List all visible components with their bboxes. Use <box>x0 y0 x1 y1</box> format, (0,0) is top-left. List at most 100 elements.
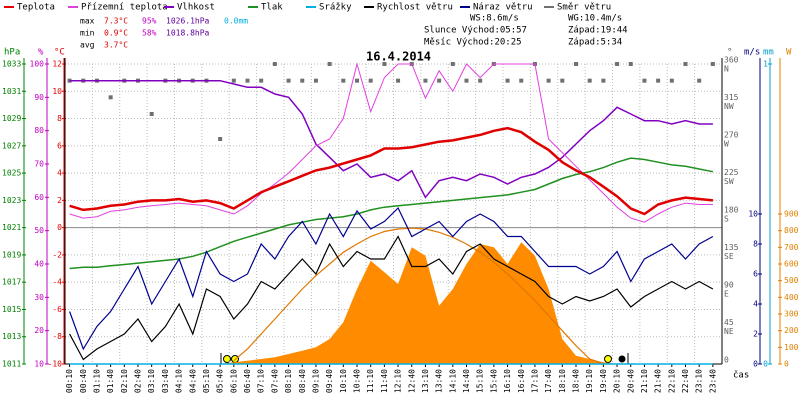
compass-label: SW <box>724 177 734 186</box>
stat-pressure: 1026.1hPa <box>166 17 210 26</box>
y-tick-label: 10 <box>52 87 62 96</box>
y-tick-label: 100 <box>784 343 799 352</box>
compass-label: NE <box>724 327 734 336</box>
y-tick-label: 600 <box>784 260 799 269</box>
y-tick-label: 20 <box>34 326 44 335</box>
info-moonrise: Měsíc Východ:20:25 <box>424 38 522 48</box>
x-tick-label: 20:10 <box>613 369 622 393</box>
y-tick-label: 1017 <box>2 278 21 287</box>
direction-mark <box>464 78 469 83</box>
stat-pressure: 1018.8hPa <box>166 29 210 38</box>
direction-mark <box>560 78 565 83</box>
y-tick-label: 0 <box>763 360 768 369</box>
legend-label: Směr větru <box>557 3 611 13</box>
info-sunrise: Slunce Východ:05:57 <box>424 26 527 36</box>
direction-mark <box>272 62 277 66</box>
series-line <box>69 79 713 199</box>
y-tick-label: 300 <box>784 310 799 319</box>
y-tick-label: 315 <box>724 93 739 102</box>
direction-mark <box>149 112 154 116</box>
direction-mark <box>628 62 633 66</box>
direction-mark <box>642 78 647 83</box>
chart-title: 16.4.2014 <box>366 50 431 64</box>
axis-header: hPa <box>4 48 20 58</box>
y-tick-label: 1029 <box>2 114 21 123</box>
y-tick-label: -8 <box>52 332 62 341</box>
y-tick-label: 40 <box>34 260 44 269</box>
x-tick-label: 17:40 <box>544 369 553 393</box>
series-line <box>69 62 713 223</box>
y-tick-label: 135 <box>724 243 739 252</box>
y-tick-label: 2 <box>753 330 758 339</box>
compass-label: NW <box>724 102 734 111</box>
info-sunset: Západ:19:44 <box>568 26 628 36</box>
y-tick-label: 10 <box>748 210 758 219</box>
direction-mark <box>341 78 346 83</box>
direction-mark <box>327 62 332 66</box>
x-tick-label: 06:40 <box>243 369 252 393</box>
x-tick-label: 13:10 <box>421 369 430 393</box>
y-tick-label: 1011 <box>2 360 21 369</box>
direction-mark <box>574 62 578 66</box>
y-tick-label: 0 <box>724 356 729 365</box>
direction-mark <box>231 78 236 83</box>
direction-mark <box>423 78 428 83</box>
direction-mark <box>683 62 688 66</box>
stat-label: max <box>80 17 95 26</box>
x-tick-label: 18:10 <box>558 369 567 393</box>
stat-temp: 0.9°C <box>104 29 128 38</box>
axis-header: m/s <box>744 48 760 58</box>
direction-mark <box>615 62 620 66</box>
x-tick-label: 06:10 <box>229 369 238 393</box>
x-tick-label: 10:10 <box>339 369 348 393</box>
x-tick-label: 02:10 <box>120 369 129 393</box>
y-tick-label: -2 <box>52 250 62 259</box>
sun-icon <box>223 355 231 363</box>
x-tick-label: 03:40 <box>161 369 170 393</box>
y-tick-label: -6 <box>52 305 62 314</box>
y-tick-label: 1019 <box>2 250 21 259</box>
direction-mark <box>382 62 387 66</box>
x-tick-label: 15:10 <box>476 369 485 393</box>
direction-mark <box>519 78 524 83</box>
stat-humidity: 95% <box>142 17 157 26</box>
y-tick-label: 1027 <box>2 141 21 150</box>
y-tick-label: 60 <box>34 193 44 202</box>
radiation-area <box>69 242 713 364</box>
sun-curve <box>233 227 604 365</box>
y-tick-label: 50 <box>34 226 44 235</box>
y-tick-label: 90 <box>724 281 734 290</box>
x-tick-label: 20:40 <box>626 369 635 393</box>
x-tick-label: 04:40 <box>188 369 197 393</box>
x-tick-label: 08:10 <box>284 369 293 393</box>
compass-label: E <box>724 290 729 299</box>
direction-mark <box>656 78 661 83</box>
x-axis-label: čas <box>733 370 749 381</box>
direction-mark <box>697 78 702 83</box>
axis-header: % <box>38 48 44 58</box>
legend-label: Přízemní teplota <box>81 3 168 13</box>
y-tick-label: 6 <box>57 141 62 150</box>
legend-label: Vlhkost <box>177 3 215 13</box>
y-tick-label: 0 <box>753 360 758 369</box>
y-tick-label: 100 <box>30 60 45 69</box>
x-tick-label: 16:10 <box>503 369 512 393</box>
direction-mark <box>355 78 359 83</box>
direction-mark <box>108 95 113 100</box>
x-tick-label: 11:40 <box>380 369 389 393</box>
y-tick-label: 1013 <box>2 332 21 341</box>
legend-label: Teplota <box>17 3 55 13</box>
x-tick-label: 22:40 <box>681 369 690 393</box>
direction-mark <box>587 78 592 83</box>
x-tick-label: 04:10 <box>175 369 184 393</box>
x-tick-label: 05:10 <box>202 369 211 393</box>
x-tick-label: 14:10 <box>448 369 457 393</box>
stat-rain: 0.0mm <box>224 17 248 26</box>
series-line <box>69 206 714 351</box>
y-tick-label: 90 <box>34 93 44 102</box>
sun-icons <box>220 353 629 364</box>
direction-mark <box>546 78 551 83</box>
y-tick-label: 8 <box>57 114 62 123</box>
direction-mark <box>286 78 291 83</box>
